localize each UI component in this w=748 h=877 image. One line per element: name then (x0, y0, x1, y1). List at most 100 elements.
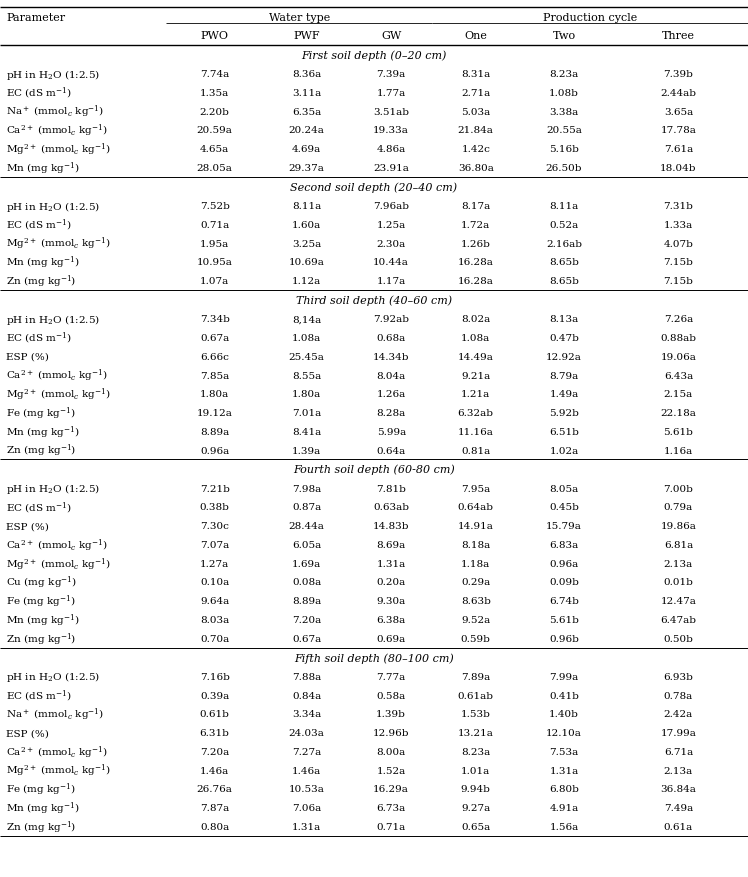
Text: 4.69a: 4.69a (292, 145, 322, 154)
Text: 0.45b: 0.45b (549, 503, 579, 512)
Text: 15.79a: 15.79a (546, 522, 582, 531)
Text: 2.30a: 2.30a (376, 239, 406, 248)
Text: 7.15b: 7.15b (663, 277, 693, 286)
Text: 12.47a: 12.47a (660, 596, 696, 605)
Text: 1.02a: 1.02a (549, 446, 579, 455)
Text: 0.96a: 0.96a (200, 446, 230, 455)
Text: 1.46a: 1.46a (292, 766, 322, 774)
Text: 3.34a: 3.34a (292, 709, 322, 718)
Text: 20.59a: 20.59a (197, 126, 233, 135)
Text: 1.26a: 1.26a (376, 390, 406, 399)
Text: 9.52a: 9.52a (461, 616, 491, 624)
Text: 0.52a: 0.52a (549, 221, 579, 230)
Text: 16.28a: 16.28a (458, 258, 494, 267)
Text: 8.11a: 8.11a (292, 202, 322, 210)
Text: 7.01a: 7.01a (292, 409, 322, 417)
Text: 8.23a: 8.23a (461, 747, 491, 756)
Text: 7.99a: 7.99a (549, 672, 579, 681)
Text: 6.35a: 6.35a (292, 108, 322, 117)
Text: 0.01b: 0.01b (663, 578, 693, 587)
Text: 36.84a: 36.84a (660, 785, 696, 794)
Text: 8.41a: 8.41a (292, 427, 322, 436)
Text: 6.32ab: 6.32ab (458, 409, 494, 417)
Text: Parameter: Parameter (6, 12, 65, 23)
Text: Ca$^{2+}$ (mmol$_c$ kg$^{-1}$): Ca$^{2+}$ (mmol$_c$ kg$^{-1}$) (6, 537, 108, 553)
Text: 7.31b: 7.31b (663, 202, 693, 210)
Text: 9.94b: 9.94b (461, 785, 491, 794)
Text: 7.39b: 7.39b (663, 70, 693, 79)
Text: 4.07b: 4.07b (663, 239, 693, 248)
Text: 8.11a: 8.11a (549, 202, 579, 210)
Text: 1.31a: 1.31a (376, 560, 406, 568)
Text: 1.33a: 1.33a (663, 221, 693, 230)
Text: 1.56a: 1.56a (549, 822, 579, 831)
Text: 7.21b: 7.21b (200, 484, 230, 493)
Text: 5.61b: 5.61b (663, 427, 693, 436)
Text: 1.60a: 1.60a (292, 221, 322, 230)
Text: 7.96ab: 7.96ab (373, 202, 409, 210)
Text: 1.21a: 1.21a (461, 390, 491, 399)
Text: Mg$^{2+}$ (mmol$_c$ kg$^{-1}$): Mg$^{2+}$ (mmol$_c$ kg$^{-1}$) (6, 141, 111, 158)
Text: 8.65b: 8.65b (549, 277, 579, 286)
Text: 1.01a: 1.01a (461, 766, 491, 774)
Text: 26.50b: 26.50b (546, 164, 582, 173)
Text: 0.88ab: 0.88ab (660, 333, 696, 343)
Text: 0.71a: 0.71a (200, 221, 230, 230)
Text: 1.08b: 1.08b (549, 89, 579, 98)
Text: 0.61a: 0.61a (663, 822, 693, 831)
Text: 5.92b: 5.92b (549, 409, 579, 417)
Text: EC (dS m$^{-1}$): EC (dS m$^{-1}$) (6, 331, 72, 346)
Text: 1.16a: 1.16a (663, 446, 693, 455)
Text: 1.95a: 1.95a (200, 239, 230, 248)
Text: 0.09b: 0.09b (549, 578, 579, 587)
Text: Production cycle: Production cycle (543, 12, 637, 23)
Text: 0.63ab: 0.63ab (373, 503, 409, 512)
Text: 1.42c: 1.42c (462, 145, 490, 154)
Text: 24.03a: 24.03a (289, 729, 325, 738)
Text: 3.51ab: 3.51ab (373, 108, 409, 117)
Text: 0.47b: 0.47b (549, 333, 579, 343)
Text: 7.89a: 7.89a (461, 672, 491, 681)
Text: 1.07a: 1.07a (200, 277, 230, 286)
Text: 0.84a: 0.84a (292, 691, 322, 700)
Text: 22.18a: 22.18a (660, 409, 696, 417)
Text: 5.03a: 5.03a (461, 108, 491, 117)
Text: 0.39a: 0.39a (200, 691, 230, 700)
Text: 8.17a: 8.17a (461, 202, 491, 210)
Text: 0.29a: 0.29a (461, 578, 491, 587)
Text: 6.83a: 6.83a (549, 540, 579, 549)
Text: 8.79a: 8.79a (549, 371, 579, 380)
Text: 8.00a: 8.00a (376, 747, 406, 756)
Text: 0.87a: 0.87a (292, 503, 322, 512)
Text: Three: Three (662, 32, 695, 41)
Text: 0.80a: 0.80a (200, 822, 230, 831)
Text: Fe (mg kg$^{-1}$): Fe (mg kg$^{-1}$) (6, 405, 76, 421)
Text: 6.47ab: 6.47ab (660, 616, 696, 624)
Text: 3.38a: 3.38a (549, 108, 579, 117)
Text: 7.98a: 7.98a (292, 484, 322, 493)
Text: 8.23a: 8.23a (549, 70, 579, 79)
Text: 2.13a: 2.13a (663, 560, 693, 568)
Text: 14.83b: 14.83b (373, 522, 409, 531)
Text: Zn (mg kg$^{-1}$): Zn (mg kg$^{-1}$) (6, 818, 76, 835)
Text: Ca$^{2+}$ (mmol$_c$ kg$^{-1}$): Ca$^{2+}$ (mmol$_c$ kg$^{-1}$) (6, 744, 108, 759)
Text: 7.77a: 7.77a (376, 672, 406, 681)
Text: 0.58a: 0.58a (376, 691, 406, 700)
Text: 1.31a: 1.31a (549, 766, 579, 774)
Text: 6.38a: 6.38a (376, 616, 406, 624)
Text: 1.69a: 1.69a (292, 560, 322, 568)
Text: 1.72a: 1.72a (461, 221, 491, 230)
Text: 10.53a: 10.53a (289, 785, 325, 794)
Text: 2.44ab: 2.44ab (660, 89, 696, 98)
Text: Zn (mg kg$^{-1}$): Zn (mg kg$^{-1}$) (6, 442, 76, 459)
Text: 9.64a: 9.64a (200, 596, 230, 605)
Text: Mg$^{2+}$ (mmol$_c$ kg$^{-1}$): Mg$^{2+}$ (mmol$_c$ kg$^{-1}$) (6, 762, 111, 779)
Text: 4.86a: 4.86a (376, 145, 406, 154)
Text: pH in H$_2$O (1:2.5): pH in H$_2$O (1:2.5) (6, 68, 100, 82)
Text: 8.89a: 8.89a (200, 427, 230, 436)
Text: 6.71a: 6.71a (663, 747, 693, 756)
Text: 8.63b: 8.63b (461, 596, 491, 605)
Text: EC (dS m$^{-1}$): EC (dS m$^{-1}$) (6, 688, 72, 703)
Text: 20.55a: 20.55a (546, 126, 582, 135)
Text: Third soil depth (40–60 cm): Third soil depth (40–60 cm) (296, 295, 452, 305)
